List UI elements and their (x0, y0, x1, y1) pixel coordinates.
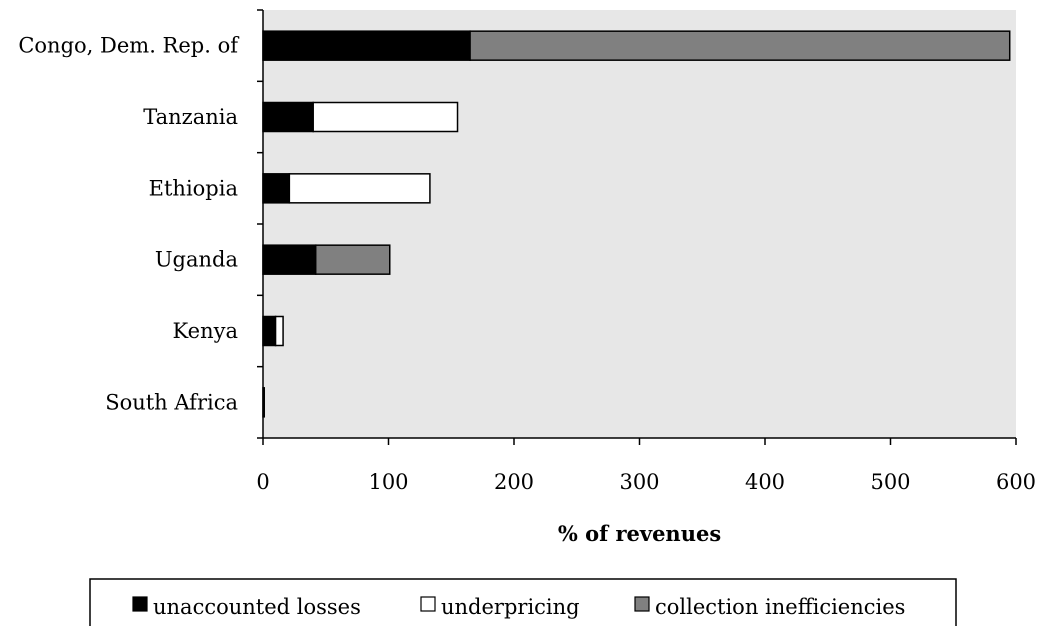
x-tick-label-300: 300 (619, 470, 659, 494)
bar-tanzania-unaccounted-losses (262, 101, 314, 133)
category-label-ethiopia: Ethiopia (149, 176, 238, 200)
bar-congo-dem-rep-of-collection-inefficiencies (469, 30, 1011, 61)
legend-swatch-collection-inefficiencies (634, 596, 650, 612)
x-tick-label-500: 500 (870, 470, 910, 494)
legend-label-collection-inefficiencies: collection inefficiencies (655, 595, 905, 619)
bar-uganda-unaccounted-losses (262, 244, 317, 275)
x-axis-title: % of revenues (558, 521, 721, 546)
legend-box (89, 578, 957, 626)
bar-tanzania-underpricing (312, 101, 459, 133)
bar-ethiopia-unaccounted-losses (262, 173, 291, 204)
category-label-uganda: Uganda (155, 248, 238, 272)
bar-uganda-collection-inefficiencies (314, 244, 391, 275)
legend-label-unaccounted-losses: unaccounted losses (153, 595, 361, 619)
legend-label-underpricing: underpricing (441, 595, 580, 619)
category-label-congo-dem-rep-of: Congo, Dem. Rep. of (18, 34, 240, 58)
category-label-tanzania: Tanzania (143, 105, 238, 129)
legend-swatch-underpricing (420, 596, 436, 612)
bar-ethiopia-underpricing (288, 173, 431, 204)
bar-congo-dem-rep-of-unaccounted-losses (262, 30, 471, 61)
labels: Congo, Dem. Rep. of Tanzania Ethiopia Ugand… (18, 34, 1036, 494)
category-label-south-africa: South Africa (105, 390, 238, 414)
bar-kenya-unaccounted-losses (262, 315, 277, 347)
bar-kenya-underpricing (274, 315, 284, 347)
x-tick-label-0: 0 (256, 470, 269, 494)
category-label-kenya: Kenya (173, 319, 238, 343)
legend-swatch-unaccounted-losses (132, 596, 148, 612)
plot-area (263, 10, 1016, 438)
x-tick-label-400: 400 (745, 470, 785, 494)
bars (262, 30, 1011, 418)
x-tick-label-600: 600 (996, 470, 1036, 494)
axes (257, 9, 1017, 445)
x-tick-label-200: 200 (494, 470, 534, 494)
legend: unaccounted losses underpricing collection… (89, 578, 957, 626)
x-tick-label-100: 100 (368, 470, 408, 494)
